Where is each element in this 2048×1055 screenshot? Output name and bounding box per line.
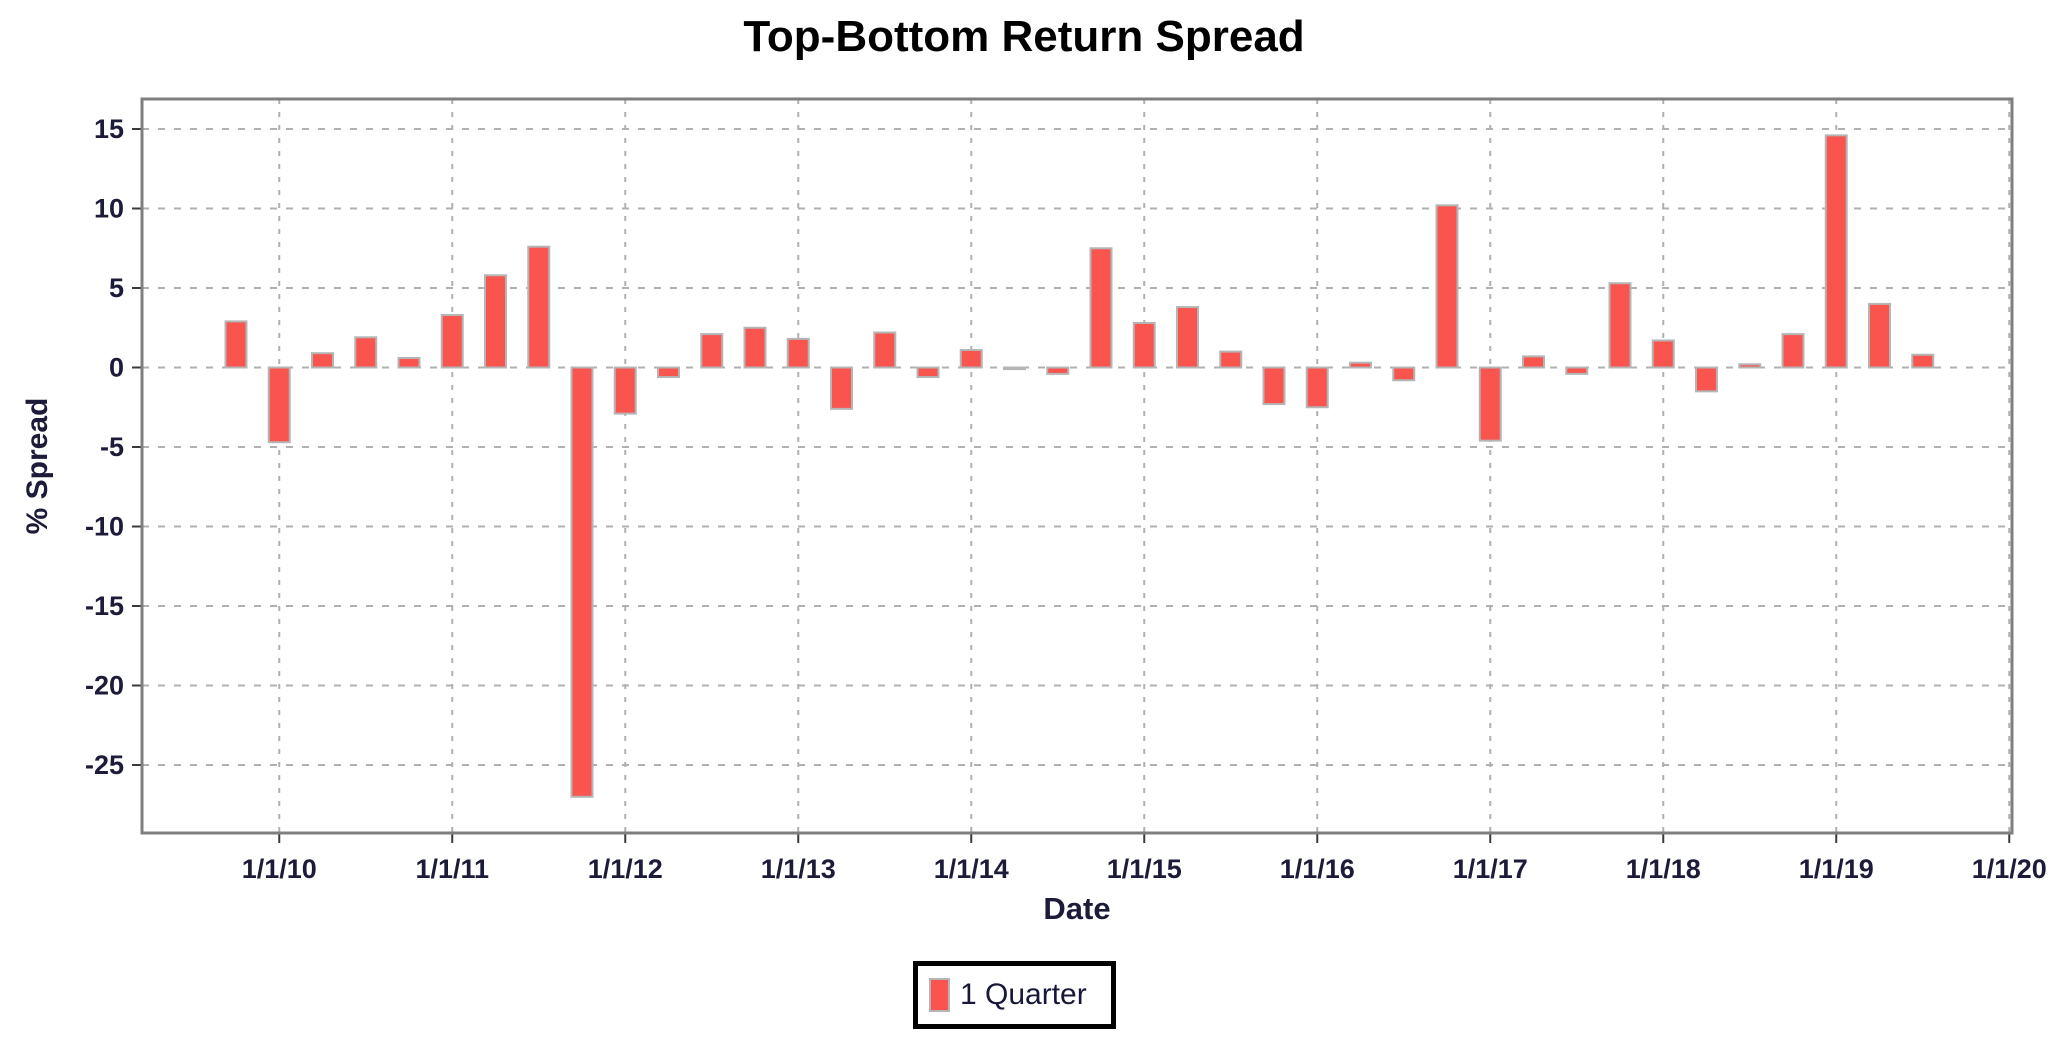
- chart-title: Top-Bottom Return Spread: [743, 12, 1305, 61]
- bar: [1132, 321, 1156, 369]
- plot-border: [140, 97, 2014, 835]
- bar: [1738, 363, 1762, 369]
- bar: [1911, 353, 1935, 369]
- bar: [1868, 302, 1891, 369]
- bar: [873, 331, 897, 369]
- x-tick-label: 1/1/13: [761, 854, 836, 884]
- bar: [1003, 366, 1026, 371]
- bar: [440, 314, 464, 369]
- bar: [1262, 366, 1286, 406]
- y-tick-label: -25: [85, 750, 124, 780]
- bar: [1478, 366, 1502, 442]
- bar: [1435, 204, 1459, 369]
- bar: [1219, 350, 1243, 369]
- bar: [1349, 361, 1372, 369]
- bar: [1305, 366, 1329, 409]
- bar: [1608, 282, 1632, 369]
- bar: [354, 336, 378, 369]
- x-tick-label: 1/1/18: [1626, 854, 1701, 884]
- bar: [1392, 366, 1416, 382]
- legend: 1 Quarter: [913, 961, 1116, 1029]
- x-axis-title: Date: [1043, 891, 1111, 926]
- bar: [916, 366, 940, 379]
- bar: [1089, 247, 1113, 369]
- bar: [743, 326, 767, 369]
- bar: [1046, 366, 1070, 375]
- bar: [311, 352, 334, 369]
- bar: [397, 356, 421, 369]
- bar: [1565, 366, 1589, 375]
- bar: [700, 333, 724, 369]
- bar: [484, 274, 507, 369]
- x-tick-label: 1/1/12: [588, 854, 663, 884]
- bar: [267, 366, 291, 444]
- bar: [1781, 333, 1805, 369]
- bar: [959, 349, 983, 369]
- x-tick-label: 1/1/20: [1972, 854, 2047, 884]
- y-tick-label: 5: [109, 273, 124, 303]
- bar: [1824, 134, 1848, 369]
- x-tick-label: 1/1/17: [1453, 854, 1528, 884]
- bar: [830, 366, 853, 410]
- y-axis-title: % Spread: [21, 397, 54, 535]
- legend-swatch-icon: [929, 978, 950, 1012]
- bar: [527, 245, 551, 369]
- y-tick-label: -10: [85, 512, 124, 542]
- y-tick-label: 0: [109, 353, 124, 383]
- y-tick-label: -20: [85, 671, 124, 701]
- x-tick-label: 1/1/16: [1280, 854, 1355, 884]
- x-tick-label: 1/1/19: [1799, 854, 1874, 884]
- x-tick-label: 1/1/15: [1107, 854, 1182, 884]
- y-tick-label: 10: [94, 194, 124, 224]
- bar: [613, 366, 637, 415]
- legend-label: 1 Quarter: [960, 978, 1087, 1011]
- bar: [1522, 355, 1545, 369]
- bar: [570, 366, 594, 798]
- bar: [1651, 339, 1675, 369]
- bar: [786, 337, 810, 369]
- x-tick-label: 1/1/10: [242, 854, 317, 884]
- y-tick-label: -5: [100, 432, 124, 462]
- x-tick-label: 1/1/14: [934, 854, 1009, 884]
- y-tick-label: -15: [85, 591, 124, 621]
- x-tick-label: 1/1/11: [415, 854, 489, 884]
- bar: [224, 320, 248, 369]
- bar: [1176, 306, 1199, 369]
- bar: [1695, 366, 1718, 393]
- y-tick-label: 15: [94, 114, 124, 144]
- bar: [657, 366, 680, 379]
